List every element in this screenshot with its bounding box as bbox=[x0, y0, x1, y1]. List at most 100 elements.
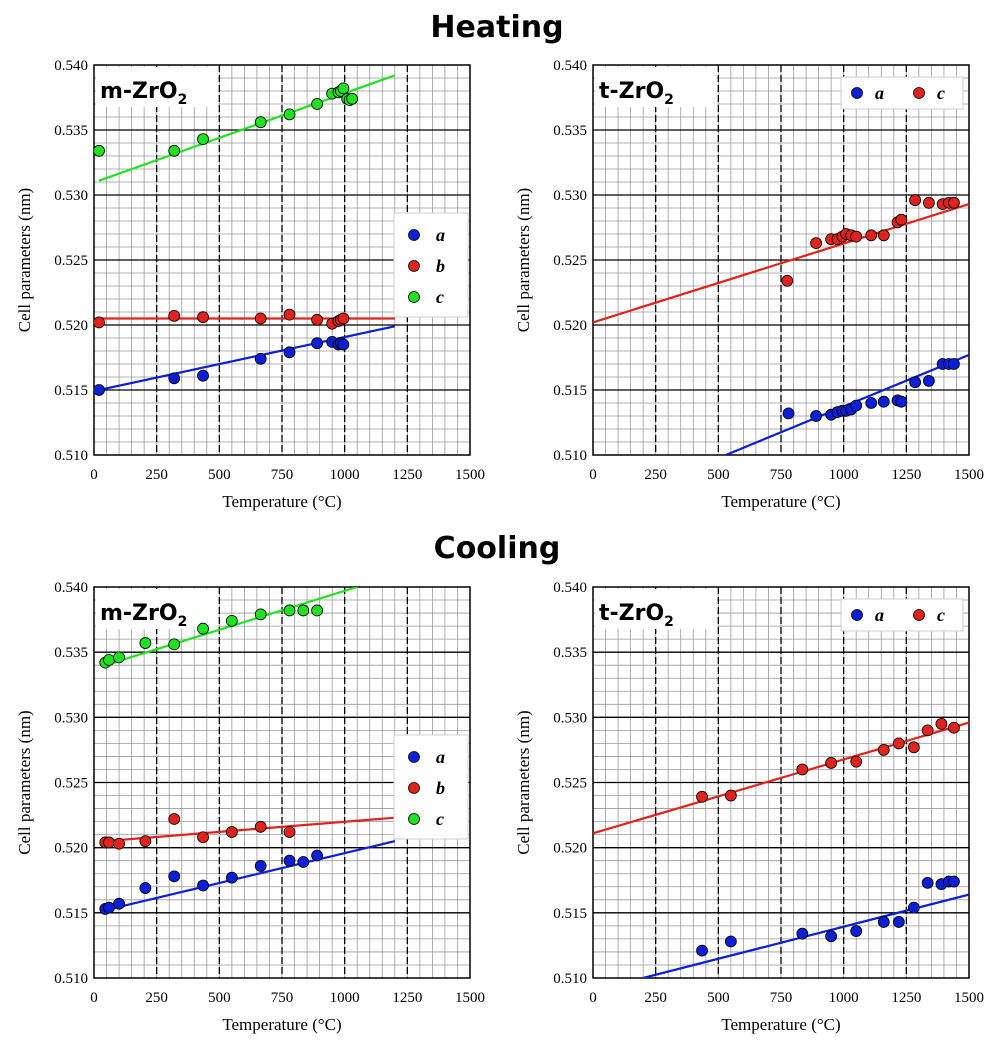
fit-line-c bbox=[593, 721, 969, 835]
plot-frame bbox=[592, 586, 970, 979]
data-point-c bbox=[877, 744, 890, 756]
data-point-a bbox=[850, 399, 863, 412]
major-grid bbox=[593, 587, 969, 978]
x-tick-label: 500 bbox=[208, 467, 231, 483]
data-point-c bbox=[225, 614, 238, 627]
data-point-c bbox=[865, 229, 878, 242]
y-tick-label: 0.530 bbox=[553, 710, 587, 726]
data-point-c bbox=[337, 82, 350, 95]
phase-label-subscript: 2 bbox=[178, 614, 188, 630]
data-point-c bbox=[254, 116, 267, 129]
legend: abc bbox=[393, 734, 469, 840]
legend-label-a: a bbox=[436, 747, 445, 767]
data-point-c bbox=[948, 721, 960, 734]
x-tick-label: 250 bbox=[145, 467, 168, 483]
y-tick-label: 0.525 bbox=[553, 776, 587, 792]
x-axis-label: Temperature (°C) bbox=[721, 492, 840, 511]
x-axis-label: Temperature (°C) bbox=[222, 1015, 341, 1034]
fit-line-a bbox=[98, 325, 396, 392]
data-point-a bbox=[895, 395, 908, 408]
x-axis-label: Temperature (°C) bbox=[721, 1015, 840, 1034]
plot-frame bbox=[93, 64, 471, 456]
data-point-b bbox=[337, 312, 350, 325]
x-tick-label: 1250 bbox=[392, 990, 422, 1006]
x-tick-label: 750 bbox=[271, 990, 294, 1006]
data-point-c bbox=[850, 230, 863, 243]
data-point-b bbox=[197, 831, 209, 844]
data-point-c bbox=[168, 144, 181, 157]
data-point-a bbox=[696, 944, 708, 957]
x-tick-label: 1500 bbox=[954, 467, 984, 483]
data-point-a bbox=[850, 925, 863, 937]
phase-label: m-ZrO2 bbox=[96, 67, 218, 108]
phase-label: m-ZrO2 bbox=[96, 589, 218, 630]
y-tick-label: 0.510 bbox=[54, 448, 88, 464]
data-point-a bbox=[865, 397, 878, 409]
data-point-a bbox=[94, 384, 105, 396]
y-tick-label: 0.515 bbox=[553, 383, 587, 399]
x-tick-label: 0 bbox=[589, 990, 597, 1006]
data-point-c bbox=[94, 144, 105, 157]
data-point-a bbox=[892, 916, 905, 928]
data-point-c bbox=[895, 213, 908, 226]
y-tick-label: 0.535 bbox=[54, 645, 88, 661]
y-tick-label: 0.535 bbox=[553, 645, 587, 661]
phase-label-text: t-ZrO2 bbox=[599, 601, 674, 630]
data-point-a bbox=[877, 916, 890, 928]
data-point-a bbox=[103, 901, 115, 914]
x-tick-label: 1000 bbox=[330, 990, 360, 1006]
legend-marker-a bbox=[408, 229, 420, 241]
phase-label-subscript: 2 bbox=[178, 92, 188, 108]
data-point-a bbox=[197, 879, 209, 892]
y-tick-label: 0.510 bbox=[54, 971, 88, 987]
data-point-c bbox=[892, 737, 905, 750]
data-point-c bbox=[796, 763, 809, 776]
data-point-c bbox=[907, 741, 920, 754]
legend-marker-c bbox=[408, 813, 420, 825]
data-point-a bbox=[311, 849, 323, 862]
data-point-a bbox=[254, 860, 267, 872]
legend-label-a: a bbox=[436, 225, 445, 245]
data-point-c bbox=[850, 755, 863, 768]
data-point-c bbox=[346, 92, 359, 105]
data-point-c bbox=[283, 108, 296, 121]
x-tick-label: 750 bbox=[271, 467, 294, 483]
data-point-a bbox=[168, 870, 181, 883]
data-layer bbox=[94, 74, 396, 396]
data-point-b bbox=[103, 836, 115, 849]
fit-line-c bbox=[593, 203, 969, 324]
y-tick-label: 0.540 bbox=[54, 58, 88, 74]
phase-label: t-ZrO2 bbox=[595, 589, 717, 630]
data-point-a bbox=[297, 856, 310, 868]
major-grid bbox=[94, 65, 470, 455]
x-tick-label: 500 bbox=[707, 990, 730, 1006]
data-point-c bbox=[810, 237, 822, 250]
x-tick-label: 1500 bbox=[455, 467, 485, 483]
data-point-a bbox=[922, 374, 935, 387]
y-tick-label: 0.520 bbox=[553, 841, 587, 857]
data-point-b bbox=[254, 312, 267, 325]
plot-frame bbox=[93, 586, 471, 979]
data-point-c bbox=[921, 724, 934, 737]
y-tick-label: 0.525 bbox=[54, 253, 88, 269]
data-point-c bbox=[103, 654, 115, 666]
data-point-a bbox=[283, 854, 296, 867]
cooling-m-zro2-chart: 0 250 500 750 1000 1250 1500 0.510 0.515 0.520 0.5… bbox=[15, 580, 485, 1034]
heating-title: Heating bbox=[430, 10, 564, 45]
y-tick-label: 0.535 bbox=[54, 123, 88, 139]
legend-marker-a bbox=[408, 751, 420, 763]
y-tick-label: 0.540 bbox=[54, 580, 88, 596]
phase-label-text: m-ZrO2 bbox=[100, 601, 187, 630]
x-tick-label: 250 bbox=[644, 467, 667, 483]
data-point-b bbox=[283, 826, 296, 838]
legend-marker-c bbox=[408, 291, 420, 303]
y-axis-label: Cell parameters (nm) bbox=[15, 710, 34, 854]
x-tick-label: 0 bbox=[90, 467, 98, 483]
y-tick-label: 0.530 bbox=[54, 710, 88, 726]
phase-label-bg bbox=[595, 589, 717, 629]
data-point-a bbox=[796, 927, 809, 940]
legend-label-b: b bbox=[436, 778, 445, 798]
legend-marker-a bbox=[851, 609, 863, 621]
x-tick-label: 1000 bbox=[829, 990, 859, 1006]
